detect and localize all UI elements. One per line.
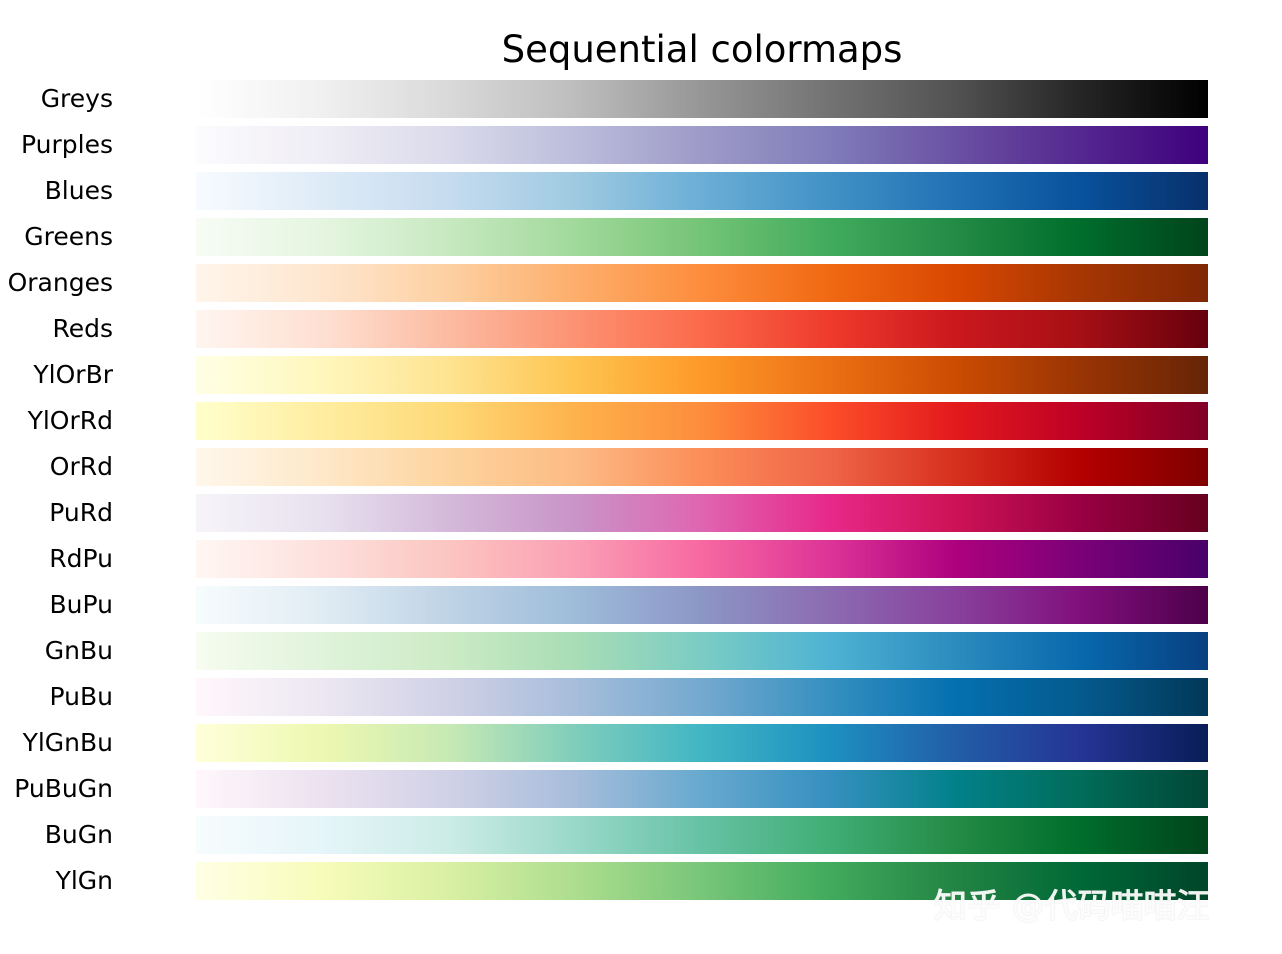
colormap-bar-reds bbox=[196, 310, 1208, 348]
colormap-label: PuRd bbox=[49, 498, 113, 527]
colormap-label: OrRd bbox=[49, 452, 113, 481]
colormap-row-greens: Greens bbox=[0, 218, 1210, 256]
colormap-bar-purples bbox=[196, 126, 1208, 164]
colormap-label: Reds bbox=[52, 314, 113, 343]
colormap-label: PuBu bbox=[49, 682, 113, 711]
colormap-bar-blues bbox=[196, 172, 1208, 210]
colormap-row-rdpu: RdPu bbox=[0, 540, 1210, 578]
colormap-bar-greys bbox=[196, 80, 1208, 118]
colormap-row-purd: PuRd bbox=[0, 494, 1210, 532]
colormap-row-purples: Purples bbox=[0, 126, 1210, 164]
colormap-label: Greys bbox=[40, 84, 113, 113]
colormap-row-ylgnbu: YlGnBu bbox=[0, 724, 1210, 762]
colormap-row-gnbu: GnBu bbox=[0, 632, 1210, 670]
colormap-row-bugn: BuGn bbox=[0, 816, 1210, 854]
colormap-label: RdPu bbox=[49, 544, 113, 573]
colormap-bar-ylgnbu bbox=[196, 724, 1208, 762]
colormap-bar-greens bbox=[196, 218, 1208, 256]
colormap-bar-bugn bbox=[196, 816, 1208, 854]
colormap-row-ylorbr: YlOrBr bbox=[0, 356, 1210, 394]
colormap-row-ylgn: YlGn bbox=[0, 862, 1210, 900]
colormap-row-blues: Blues bbox=[0, 172, 1210, 210]
colormap-bar-ylorrd bbox=[196, 402, 1208, 440]
colormap-label: Purples bbox=[21, 130, 113, 159]
colormap-bar-orrd bbox=[196, 448, 1208, 486]
colormap-label: YlGn bbox=[55, 866, 113, 895]
colormap-label: YlOrBr bbox=[33, 360, 113, 389]
colormap-bar-pubugn bbox=[196, 770, 1208, 808]
colormap-bar-purd bbox=[196, 494, 1208, 532]
colormap-bar-ylgn bbox=[196, 862, 1208, 900]
colormap-bar-rdpu bbox=[196, 540, 1208, 578]
colormap-label: BuPu bbox=[49, 590, 113, 619]
colormap-bar-pubu bbox=[196, 678, 1208, 716]
colormap-bar-oranges bbox=[196, 264, 1208, 302]
colormap-label: PuBuGn bbox=[14, 774, 113, 803]
watermark: 知乎 @代码喵喵汪 bbox=[934, 886, 1210, 925]
colormap-label: YlOrRd bbox=[27, 406, 113, 435]
colormap-bar-gnbu bbox=[196, 632, 1208, 670]
colormap-label: YlGnBu bbox=[22, 728, 113, 757]
colormap-row-ylorrd: YlOrRd bbox=[0, 402, 1210, 440]
colormap-row-bupu: BuPu bbox=[0, 586, 1210, 624]
colormap-row-reds: Reds bbox=[0, 310, 1210, 348]
colormap-row-oranges: Oranges bbox=[0, 264, 1210, 302]
colormap-bar-ylorbr bbox=[196, 356, 1208, 394]
colormap-label: Oranges bbox=[7, 268, 113, 297]
colormap-row-greys: Greys bbox=[0, 80, 1210, 118]
chart-title: Sequential colormaps bbox=[501, 28, 903, 71]
colormap-label: GnBu bbox=[44, 636, 113, 665]
colormap-label: BuGn bbox=[44, 820, 113, 849]
colormap-bar-bupu bbox=[196, 586, 1208, 624]
colormap-label: Blues bbox=[44, 176, 113, 205]
colormap-row-pubugn: PuBuGn bbox=[0, 770, 1210, 808]
colormap-row-orrd: OrRd bbox=[0, 448, 1210, 486]
colormap-row-pubu: PuBu bbox=[0, 678, 1210, 716]
colormap-label: Greens bbox=[24, 222, 113, 251]
